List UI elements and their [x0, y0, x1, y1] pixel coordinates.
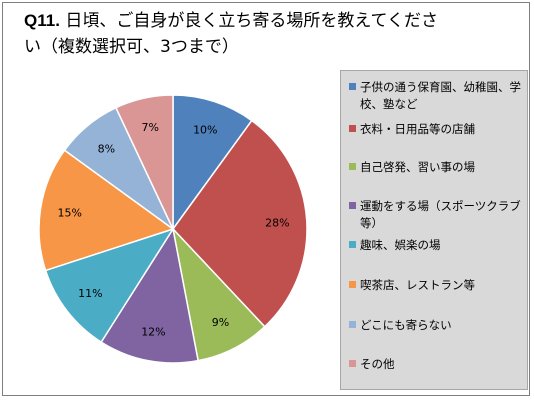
pie-slice-6: [38, 149, 175, 272]
legend-label-2: 衣料・日用品等の店舗: [360, 122, 475, 136]
chart-legend: 子供の通う保育園、幼稚園、学校、塾など衣料・日用品等の店舗 自己啓発、習い事の場運…: [340, 70, 528, 390]
legend-item-2: 衣料・日用品等の店舗: [349, 121, 525, 138]
legend-swatch-8: [349, 360, 356, 367]
legend-item-8: その他: [349, 356, 525, 373]
pie-slice-8: [114, 94, 174, 230]
pie-slice-2-label: 28%: [265, 216, 289, 229]
question-number: Q11.: [24, 11, 60, 30]
pie-slice-4: [100, 226, 199, 364]
legend-item-3: 自己啓発、習い事の場: [349, 159, 525, 176]
legend-label-8: その他: [360, 357, 395, 371]
title-line-1: 日頃、ご自身が良く立ち寄る場所を教えてくださ: [65, 11, 438, 31]
chart-title: Q11. 日頃、ご自身が良く立ち寄る場所を教えてくださ い（複数選択可、3つまで…: [24, 8, 494, 60]
legend-item-4: 運動をする場（スポーツクラブ等）: [349, 198, 525, 232]
legend-label-7: どこにも寄らない: [360, 318, 452, 332]
pie-slice-5-label: 11%: [78, 287, 102, 300]
title-line-2: い（複数選択可、3つまで）: [24, 37, 239, 57]
legend-swatch-3: [349, 163, 356, 170]
pie-slice-6-label: 15%: [58, 207, 82, 220]
legend-label-1: 子供の通う保育園、幼稚園、学校、塾など: [360, 80, 521, 111]
pie-slice-8-label: 7%: [141, 121, 158, 134]
pie-slice-7-label: 8%: [98, 142, 115, 155]
legend-item-5: 趣味、娯楽の場: [349, 237, 525, 254]
pie-slice-1: [172, 94, 253, 232]
pie-slice-5: [44, 227, 175, 344]
pie-slice-3-label: 9%: [212, 316, 229, 329]
legend-swatch-7: [349, 321, 356, 328]
legend-swatch-5: [349, 241, 356, 248]
legend-label-6: 喫茶店、レストラン等: [360, 278, 475, 292]
legend-label-5: 趣味、娯楽の場: [360, 238, 441, 252]
legend-swatch-6: [349, 281, 356, 288]
legend-item-1: 子供の通う保育園、幼稚園、学校、塾など: [349, 79, 525, 113]
pie-slice-4-label: 12%: [141, 326, 165, 339]
legend-item-6: 喫茶店、レストラン等: [349, 277, 525, 294]
legend-label-3: 自己啓発、習い事の場: [360, 160, 475, 174]
pie-slice-2: [172, 119, 308, 328]
legend-swatch-4: [349, 202, 356, 209]
legend-item-7: どこにも寄らない: [349, 317, 525, 334]
legend-swatch-2: [349, 125, 356, 132]
pie-slice-1-label: 10%: [193, 124, 217, 137]
legend-label-4: 運動をする場（スポーツクラブ等）: [360, 199, 521, 230]
legend-swatch-1: [349, 83, 356, 90]
